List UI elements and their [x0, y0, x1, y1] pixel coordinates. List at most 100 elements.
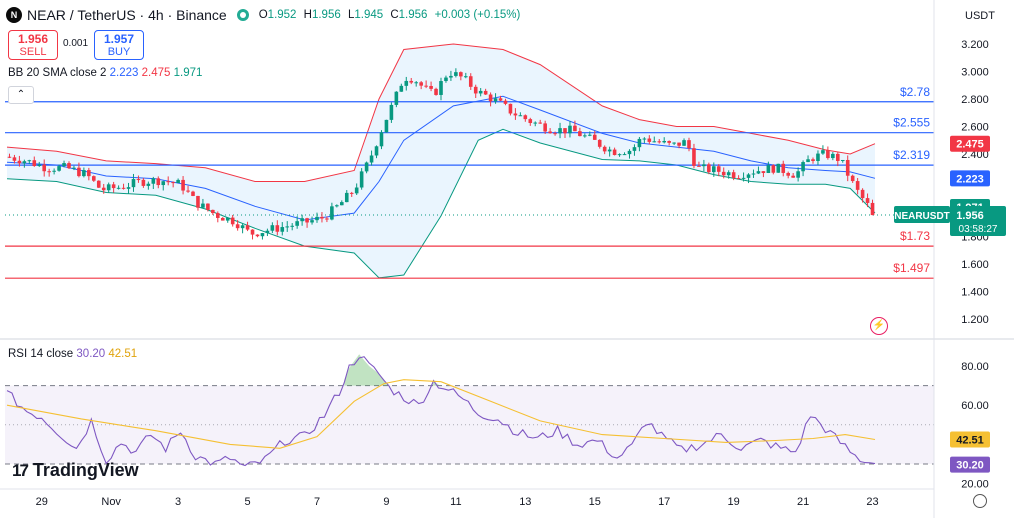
candle-body — [136, 179, 141, 181]
candle — [101, 183, 106, 194]
time-tick-6: 11 — [450, 496, 461, 508]
candle — [220, 217, 225, 221]
candle — [121, 183, 126, 190]
candle-body — [756, 171, 761, 174]
candle — [588, 131, 592, 137]
candle — [697, 161, 701, 167]
candle-body — [588, 134, 592, 136]
rsi-legend[interactable]: RSI 14 close 30.20 42.51 — [8, 348, 137, 360]
candle — [632, 144, 637, 156]
candle-body — [642, 138, 647, 140]
symbol-title[interactable]: NEAR / TetherUS · 4h · Binance — [27, 7, 227, 23]
candle-body — [22, 161, 27, 164]
candle-body — [211, 209, 215, 214]
price-tick-9: 1.200 — [961, 314, 989, 326]
bb-lower-line — [6, 128, 876, 279]
candle — [672, 142, 676, 146]
low-key: L — [347, 9, 355, 21]
rsi-value-badge-label: 30.20 — [956, 460, 984, 472]
candle — [811, 157, 815, 164]
candle-body — [622, 154, 627, 156]
candle — [364, 161, 369, 174]
candle-body — [826, 150, 830, 159]
candle — [42, 159, 46, 177]
candle — [597, 139, 602, 149]
candle-body — [597, 139, 602, 147]
bb-legend[interactable]: BB 20 SMA close 2 2.223 2.475 1.971 — [8, 67, 202, 79]
candle-body — [627, 150, 632, 155]
candle — [543, 120, 547, 135]
candle-body — [786, 172, 790, 176]
price-tick-7: 1.600 — [961, 259, 989, 271]
candle-body — [27, 160, 32, 162]
candle-body — [632, 147, 637, 151]
candle — [176, 178, 180, 184]
high-value: 1.956 — [311, 9, 341, 21]
lightning-icon[interactable]: ⚡ — [870, 317, 888, 335]
candle — [602, 145, 607, 155]
candle — [320, 212, 324, 223]
candle — [379, 130, 384, 150]
candle — [12, 154, 17, 164]
last-price-countdown: 03:58:27 — [959, 224, 998, 235]
candle-body — [349, 192, 354, 194]
time-tick-7: 13 — [519, 496, 531, 508]
candle — [682, 138, 686, 146]
currency-selector[interactable]: USDT — [965, 10, 995, 22]
candle-body — [300, 218, 304, 222]
candle — [568, 121, 572, 138]
buy-button[interactable]: 1.957 BUY — [94, 30, 144, 60]
gear-icon[interactable] — [973, 494, 987, 508]
candle-body — [493, 98, 498, 102]
candle-body — [488, 94, 493, 102]
sell-button[interactable]: 1.956 SELL — [8, 30, 58, 60]
candle-body — [667, 140, 671, 143]
rsi-ma-badge-bg — [950, 431, 990, 448]
candle — [7, 153, 12, 158]
rsi-ma-line — [6, 379, 876, 449]
candle — [156, 176, 161, 189]
candle — [449, 70, 453, 81]
candle-body — [374, 146, 379, 156]
rsi-value-badge-bg — [950, 456, 990, 473]
candle-body — [523, 115, 528, 120]
last-price-badge: NEARUSDT 1.956 03:58:27 — [894, 206, 1006, 237]
buy-label: BUY — [107, 46, 131, 58]
candle — [518, 112, 523, 117]
candle-body — [840, 159, 845, 161]
candle-body — [201, 203, 205, 208]
candle-body — [508, 103, 513, 114]
candle — [146, 181, 151, 190]
candle — [116, 185, 121, 190]
candle-body — [409, 80, 414, 83]
candle-body — [592, 134, 597, 140]
candle-body — [712, 166, 716, 173]
candle-body — [335, 205, 339, 207]
candle — [687, 137, 691, 152]
candle-body — [320, 216, 324, 219]
candle-body — [543, 123, 547, 132]
candle — [235, 220, 240, 231]
candle — [32, 156, 37, 167]
candle-body — [424, 85, 428, 87]
level-label-0: $2.78 — [900, 85, 930, 99]
candle-body — [533, 122, 538, 124]
candle — [325, 216, 329, 223]
candle — [573, 120, 577, 132]
candle — [622, 152, 627, 156]
candle — [196, 195, 200, 211]
tradingview-logo[interactable]: 17 TradingView — [12, 460, 139, 481]
candle — [275, 220, 280, 236]
price-tick-3: 2.600 — [961, 122, 989, 134]
candle — [707, 162, 711, 175]
collapse-legend-button[interactable]: ⌃ — [8, 86, 34, 104]
candle-body — [583, 135, 587, 137]
candle — [845, 155, 850, 182]
candle-body — [206, 203, 210, 210]
candle — [751, 169, 756, 178]
candle-body — [146, 183, 151, 186]
rsi-line — [6, 356, 876, 467]
time-tick-12: 23 — [866, 496, 878, 508]
candle-body — [399, 85, 404, 92]
